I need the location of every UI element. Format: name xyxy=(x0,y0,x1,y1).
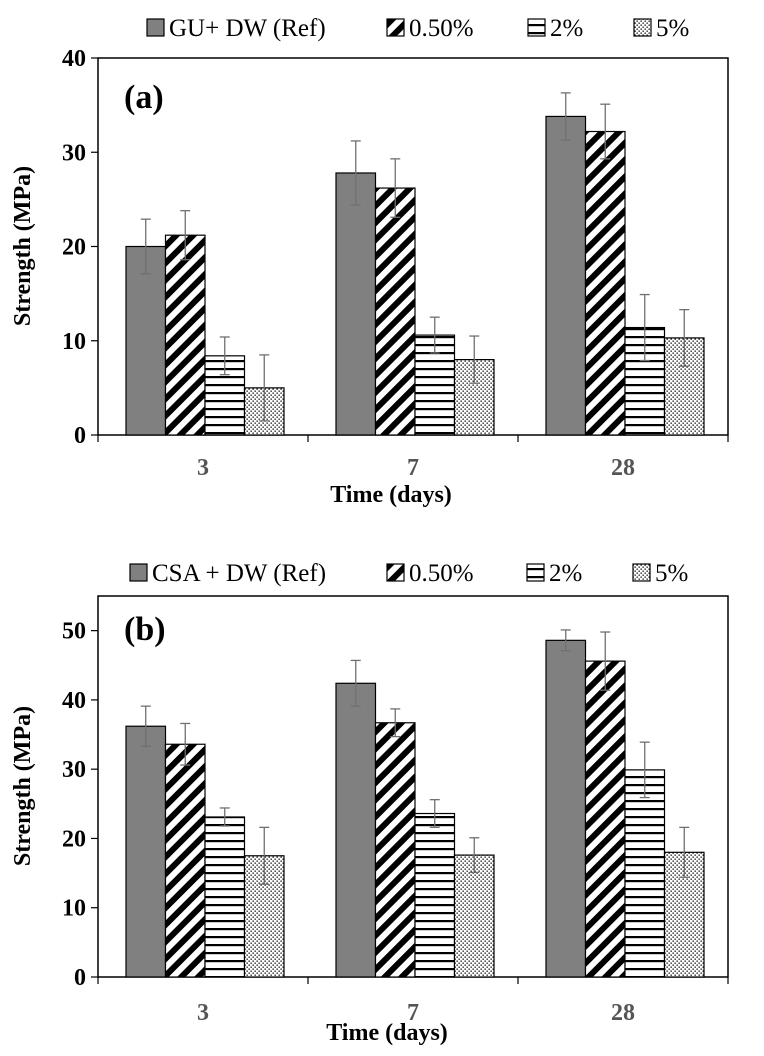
bar-a-2-1 xyxy=(584,130,626,436)
y-tick-label-b-5: 50 xyxy=(62,619,86,645)
legend-label-b-1: 0.50% xyxy=(409,560,474,587)
bar-b-0-2 xyxy=(204,816,246,978)
legend-label-b-3: 5% xyxy=(655,560,688,587)
bar-b-0-1 xyxy=(164,743,206,978)
y-tick-label-b-0: 0 xyxy=(74,965,86,991)
x-tick-label-a-1: 7 xyxy=(407,455,419,481)
bar-a-0-1 xyxy=(164,234,206,436)
y-tick-label-b-1: 10 xyxy=(62,896,86,922)
bar-b-1-0 xyxy=(335,682,377,978)
x-tick-label-b-2: 28 xyxy=(611,1000,635,1026)
chart-panel-a: GU+ DW (Ref) 0.50% 2% 5% (a) 0 10 20 30 40 3 7 28… xyxy=(10,15,729,508)
x-tick-label-a-0: 3 xyxy=(197,455,209,481)
panel-label-b: (b) xyxy=(124,611,166,648)
bars-b xyxy=(125,629,705,978)
legend-label-b-2: 2% xyxy=(549,560,582,587)
legend-label-a-1: 0.50% xyxy=(409,15,474,42)
x-axis-title-a: Time (days) xyxy=(330,482,452,508)
y-tick-label-b-4: 40 xyxy=(62,688,86,714)
bars-a xyxy=(125,92,705,436)
panel-label-a: (a) xyxy=(124,79,164,116)
x-tick-label-b-1: 7 xyxy=(407,1000,419,1026)
y-tick-label-a-3: 30 xyxy=(62,140,86,166)
legend-swatch-a-0 xyxy=(146,18,165,37)
legend-b: CSA + DW (Ref) 0.50% 2% 5% xyxy=(129,560,688,587)
bar-b-1-2 xyxy=(414,812,456,978)
bar-a-2-3 xyxy=(663,337,705,436)
x-axis-b: 3 7 28 xyxy=(97,977,729,1026)
legend-swatch-b-2 xyxy=(526,563,545,582)
bar-b-2-2 xyxy=(624,769,666,978)
legend-label-a-0: GU+ DW (Ref) xyxy=(169,15,326,42)
bar-b-1-1 xyxy=(374,722,416,978)
y-tick-label-b-2: 20 xyxy=(62,826,86,852)
bar-a-1-1 xyxy=(374,187,416,436)
bar-b-2-1 xyxy=(584,660,626,978)
legend-swatch-a-3 xyxy=(633,18,652,37)
legend-label-a-3: 5% xyxy=(656,15,689,42)
y-tick-label-a-1: 10 xyxy=(62,329,86,355)
y-tick-label-a-0: 0 xyxy=(74,423,86,449)
legend-label-b-0: CSA + DW (Ref) xyxy=(152,560,326,587)
legend-a: GU+ DW (Ref) 0.50% 2% 5% xyxy=(146,15,689,42)
x-axis-a: 3 7 28 xyxy=(97,435,729,481)
y-tick-label-a-2: 20 xyxy=(62,235,86,261)
bar-b-2-0 xyxy=(545,639,587,978)
bar-b-0-0 xyxy=(125,725,167,978)
legend-label-a-2: 2% xyxy=(550,15,583,42)
bar-a-1-0 xyxy=(335,172,377,436)
bar-a-2-0 xyxy=(545,115,587,436)
y-axis-b: 0 10 20 30 40 50 xyxy=(62,619,98,991)
y-axis-a: 0 10 20 30 40 xyxy=(62,46,98,449)
x-axis-title-b: Time (days) xyxy=(326,1020,448,1046)
bar-a-0-0 xyxy=(125,245,167,436)
legend-swatch-b-0 xyxy=(129,563,148,582)
legend-swatch-b-1 xyxy=(386,563,405,582)
y-axis-title-a: Strength (MPa) xyxy=(10,166,36,326)
bar-b-1-3 xyxy=(453,854,495,978)
y-tick-label-a-4: 40 xyxy=(62,46,86,72)
y-tick-label-b-3: 30 xyxy=(62,757,86,783)
chart-panel-b: CSA + DW (Ref) 0.50% 2% 5% (b) 01020304050 … xyxy=(10,560,729,1046)
x-tick-label-b-0: 3 xyxy=(197,1000,209,1026)
legend-swatch-a-1 xyxy=(386,18,405,37)
x-tick-label-a-2: 28 xyxy=(611,455,635,481)
y-axis-title-b: Strength (MPa) xyxy=(10,706,36,866)
legend-swatch-b-3 xyxy=(632,563,651,582)
legend-swatch-a-2 xyxy=(527,18,546,37)
